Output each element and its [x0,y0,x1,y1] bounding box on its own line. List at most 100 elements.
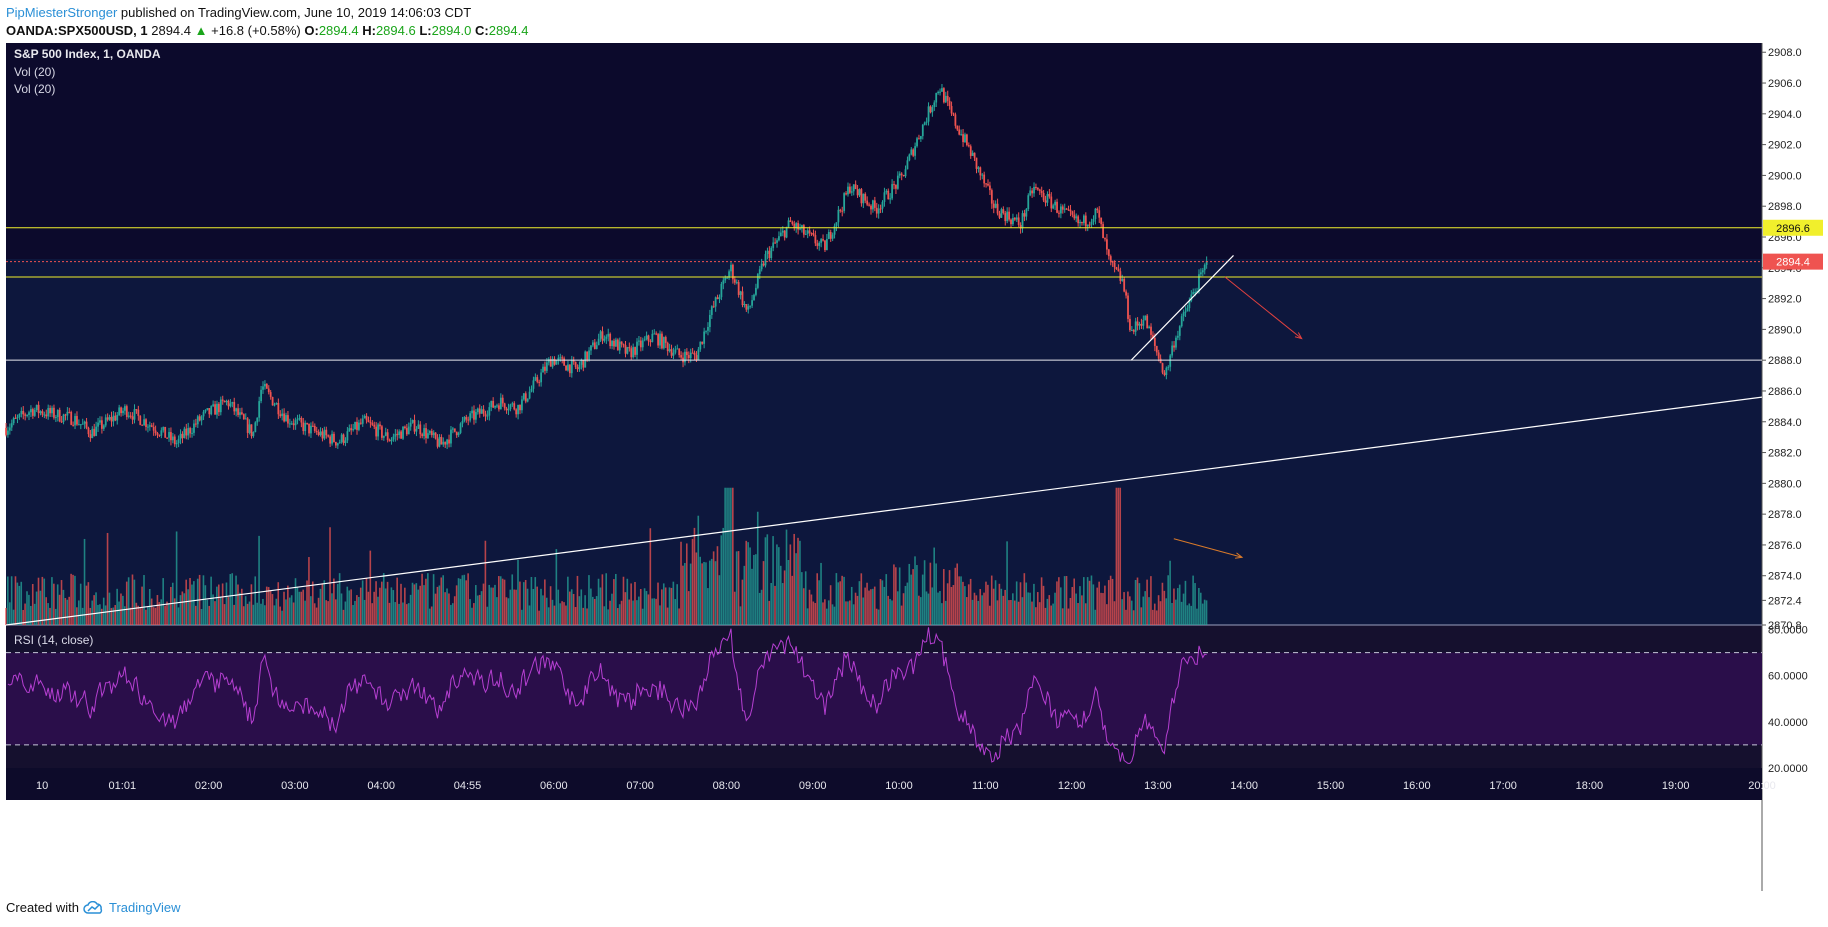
volume-bar [781,583,784,625]
volume-bar [755,554,757,625]
candle-body [952,113,955,115]
volume-bar [563,602,565,625]
candle-body [269,392,272,398]
candle-body [227,400,230,407]
volume-bar [925,591,928,625]
candle-body [279,414,282,417]
price-tick-label: 2886.0 [1768,386,1802,398]
candle-body [630,348,633,358]
price-tick-label: 2906.0 [1768,78,1802,90]
time-tick-label: 04:00 [367,780,395,792]
volume-bar [1021,597,1024,625]
volume-bar [1130,600,1133,625]
candle-body [987,183,989,186]
author-link[interactable]: PipMiesterStronger [6,5,118,20]
candle-body [398,431,401,436]
candle-body [95,426,98,436]
rsi-tick-label: 40.0000 [1768,717,1808,729]
volume-bar [868,590,870,625]
volume-bar [129,607,132,625]
volume-bar [964,586,966,625]
volume-bar [726,487,728,625]
candle-body [632,347,635,358]
volume-bar [1033,583,1035,625]
volume-bar [933,547,935,625]
volume-bar [1052,603,1054,625]
candle-body [639,340,642,348]
candle-body [106,417,109,420]
volume-bar [1109,575,1112,625]
candle-body [948,100,951,107]
candle-body [208,408,211,415]
candle-body [62,414,65,422]
candle-body [722,280,725,284]
time-tick-label: 10 [36,780,48,792]
volume-bar [1048,595,1051,625]
volume-bar [496,597,498,625]
volume-bar [1198,587,1200,625]
volume-bar [524,580,527,625]
volume-bar [283,591,285,625]
volume-bar [325,600,327,625]
candle-body [910,149,913,155]
candle-body [258,401,261,418]
volume-bar [30,605,32,625]
candle-body [97,422,99,427]
volume-bar [28,594,30,625]
candle-body [219,399,222,413]
price-chart[interactable]: 2908.0 2906.0 2904.0 2902.0 2900.0 2898.0 2896… [0,43,1828,891]
candle-body [102,425,105,429]
volume-bar [662,583,665,625]
volume-bar [542,595,544,625]
candle-body [1198,274,1200,291]
volume-bar [616,608,619,625]
volume-bar [720,535,723,625]
volume-bar [478,594,481,625]
volume-bar [1178,584,1181,625]
candle-body [524,393,527,402]
candle-body [1142,319,1145,326]
price-tick-label: 2876.0 [1768,540,1802,552]
volume-bar [457,578,460,625]
volume-bar [743,565,746,625]
volume-bar [217,584,220,625]
volume-bar [1075,593,1077,625]
candle-body [994,203,997,208]
volume-bar [609,600,611,625]
candle-body [885,190,888,193]
current-price-badge-text: 2894.4 [1776,257,1810,269]
candle-body [674,349,677,353]
volume-bar [824,599,826,625]
volume-bar [1004,589,1006,625]
candle-body [77,424,80,426]
volume-bar [703,561,705,625]
trendlines[interactable] [5,255,1763,626]
volume-bar [810,594,813,625]
volume-bar [463,574,466,625]
candle-body [718,297,721,300]
candle-body [1036,187,1039,190]
candle-body [231,402,234,404]
volume-legend-2: Vol (20) [14,82,55,96]
candle-body [634,347,636,355]
candle-body [1015,217,1018,220]
candle-body [28,412,30,416]
candle-body [864,193,867,201]
candle-body [858,189,861,196]
candle-body [421,434,424,437]
candle-body [1173,345,1175,348]
projection-arrows[interactable] [1173,276,1303,559]
volume-bar [939,591,941,625]
volume-bar [954,567,957,625]
volume-bar [1150,576,1152,625]
volume-bar [896,591,899,625]
candle-body [154,430,157,434]
volume-bar [998,583,1001,625]
tradingview-link[interactable]: TradingView [108,900,181,915]
candle-body [559,357,562,359]
volume-bar [39,590,42,625]
candle-body [912,149,915,156]
volume-bar [442,575,444,625]
candle-body [239,412,241,415]
candle-body [281,413,284,417]
